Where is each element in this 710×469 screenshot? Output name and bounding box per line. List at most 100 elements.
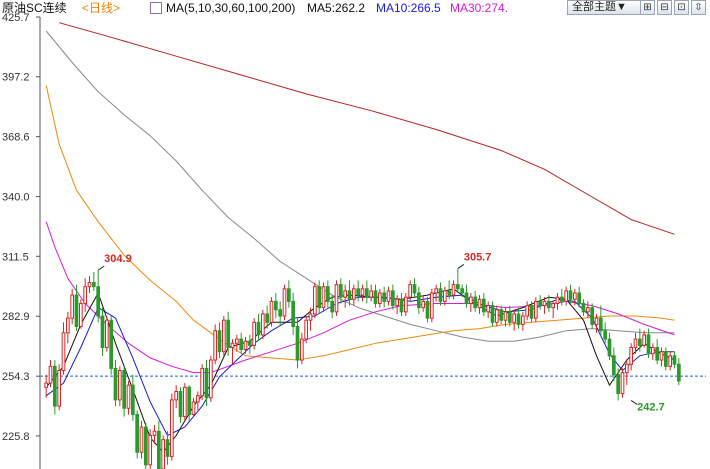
candle-body[interactable] <box>143 426 148 466</box>
candle-body[interactable] <box>434 288 439 294</box>
candle-body[interactable] <box>130 384 135 416</box>
candle-body[interactable] <box>265 313 270 323</box>
candle-body[interactable] <box>633 338 638 348</box>
zoom-in-icon[interactable]: ⊞ <box>640 0 655 15</box>
candle-body[interactable] <box>642 334 647 346</box>
candle-body[interactable] <box>156 430 161 469</box>
candle-body[interactable] <box>486 305 491 313</box>
candle-body[interactable] <box>247 340 252 346</box>
candle-body[interactable] <box>624 363 629 374</box>
candle-body[interactable] <box>603 330 608 340</box>
candle-body[interactable] <box>139 426 144 453</box>
candle-body[interactable] <box>351 288 356 300</box>
candle-body[interactable] <box>204 367 209 399</box>
candle-body[interactable] <box>152 430 157 436</box>
candle-body[interactable] <box>438 288 443 302</box>
candle-body[interactable] <box>182 386 187 418</box>
candle-body[interactable] <box>169 399 174 457</box>
candle-body[interactable] <box>174 390 179 401</box>
ma-indicator-label[interactable]: MA(5,10,30,60,100,200) <box>166 1 296 15</box>
candle-body[interactable] <box>429 292 434 319</box>
candle-body[interactable] <box>529 305 534 319</box>
candle-body[interactable] <box>291 300 296 328</box>
candle-body[interactable] <box>109 319 114 369</box>
candle-body[interactable] <box>347 290 352 300</box>
candle-body[interactable] <box>208 359 213 399</box>
candle-body[interactable] <box>447 290 452 296</box>
candle-body[interactable] <box>494 309 499 323</box>
candle-body[interactable] <box>304 319 309 340</box>
candle-body[interactable] <box>477 298 482 309</box>
candle-body[interactable] <box>507 311 512 323</box>
candle-body[interactable] <box>581 302 586 313</box>
candle-body[interactable] <box>373 290 378 304</box>
candle-body[interactable] <box>87 282 92 288</box>
candle-body[interactable] <box>282 288 287 317</box>
candle-body[interactable] <box>564 290 569 302</box>
candle-body[interactable] <box>460 288 465 294</box>
candle-body[interactable] <box>512 313 517 323</box>
candle-body[interactable] <box>122 370 127 409</box>
candle-body[interactable] <box>200 367 205 397</box>
candle-body[interactable] <box>369 290 374 298</box>
candle-body[interactable] <box>646 334 651 355</box>
candle-body[interactable] <box>572 292 577 300</box>
candle-body[interactable] <box>239 338 244 351</box>
candle-body[interactable] <box>637 338 642 346</box>
candle-body[interactable] <box>321 286 326 309</box>
candle-body[interactable] <box>44 382 49 388</box>
candle-body[interactable] <box>468 296 473 304</box>
candle-body[interactable] <box>148 434 153 466</box>
candle-body[interactable] <box>421 300 426 309</box>
candle-body[interactable] <box>278 309 283 317</box>
period-selector[interactable]: <日线> <box>82 1 121 15</box>
candle-body[interactable] <box>577 292 582 304</box>
candle-body[interactable] <box>100 315 105 348</box>
candle-body[interactable] <box>499 309 504 321</box>
candle-body[interactable] <box>273 300 278 311</box>
candle-body[interactable] <box>395 298 400 307</box>
candle-body[interactable] <box>668 355 673 367</box>
candle-body[interactable] <box>343 290 348 298</box>
candle-body[interactable] <box>559 296 564 302</box>
candle-body[interactable] <box>650 346 655 355</box>
candle-body[interactable] <box>473 296 478 309</box>
candle-body[interactable] <box>61 332 66 372</box>
candle-body[interactable] <box>620 372 625 395</box>
candle-body[interactable] <box>663 351 668 367</box>
indicator-settings-icon[interactable] <box>150 2 162 14</box>
candle-body[interactable] <box>96 286 101 317</box>
candle-body[interactable] <box>551 302 556 309</box>
zoom-out-icon[interactable]: ⊟ <box>657 0 672 15</box>
candle-body[interactable] <box>659 351 664 361</box>
candle-body[interactable] <box>187 386 192 416</box>
candle-body[interactable] <box>416 292 421 309</box>
candle-body[interactable] <box>221 319 226 353</box>
candle-body[interactable] <box>607 338 612 357</box>
candle-body[interactable] <box>330 300 335 313</box>
candle-body[interactable] <box>178 390 183 418</box>
candle-body[interactable] <box>672 355 677 365</box>
candle-body[interactable] <box>408 284 413 298</box>
candle-body[interactable] <box>65 317 70 334</box>
candle-body[interactable] <box>165 439 170 457</box>
candle-body[interactable] <box>455 284 460 290</box>
candle-body[interactable] <box>464 292 469 304</box>
candle-body[interactable] <box>161 439 166 469</box>
candle-body[interactable] <box>338 284 343 298</box>
candle-body[interactable] <box>490 305 495 323</box>
candle-body[interactable] <box>360 288 365 296</box>
candle-body[interactable] <box>334 284 339 313</box>
candle-body[interactable] <box>286 288 291 302</box>
candle-body[interactable] <box>386 290 391 302</box>
candle-body[interactable] <box>594 317 599 325</box>
candle-body[interactable] <box>590 307 595 325</box>
candle-body[interactable] <box>191 401 196 416</box>
expand-icon[interactable]: ⇳ <box>691 0 706 15</box>
candle-body[interactable] <box>57 370 62 407</box>
candle-body[interactable] <box>52 365 57 407</box>
candle-body[interactable] <box>269 300 274 323</box>
candle-body[interactable] <box>117 370 122 401</box>
candle-body[interactable] <box>451 284 456 296</box>
candle-body[interactable] <box>525 305 530 317</box>
